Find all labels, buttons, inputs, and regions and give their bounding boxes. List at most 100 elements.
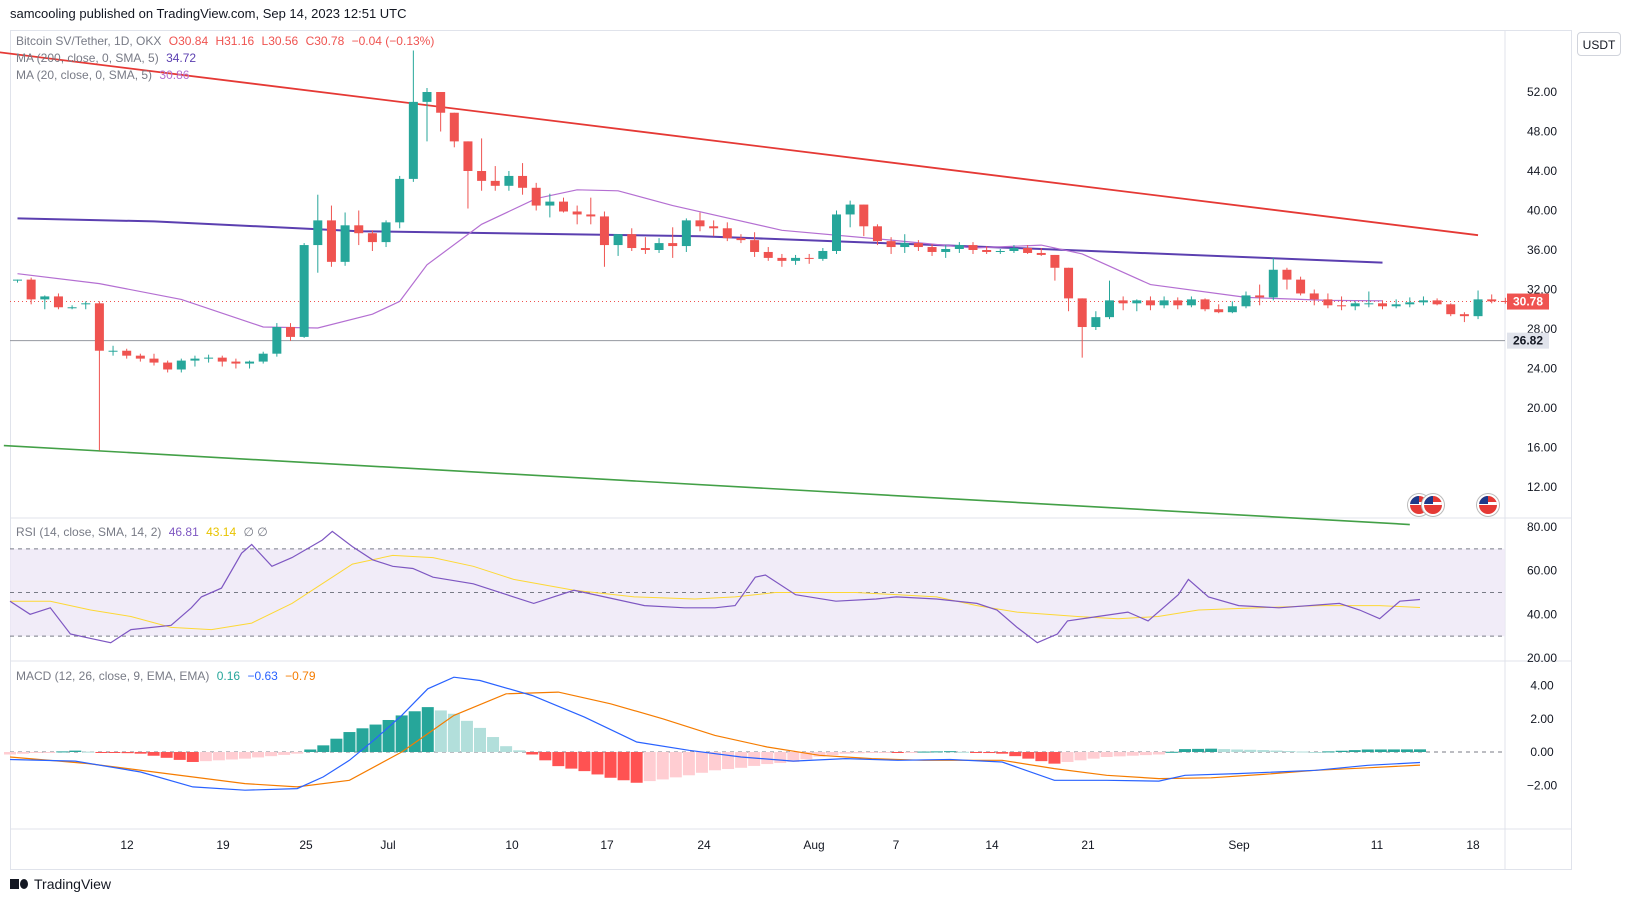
- macd-histogram-bar: [121, 752, 134, 754]
- candle-body: [709, 226, 719, 229]
- tradingview-brand[interactable]: TradingView: [10, 876, 111, 892]
- macd-histogram-bar: [108, 752, 121, 753]
- ma20-value: 30.86: [159, 68, 190, 82]
- us-flag-icon[interactable]: [1422, 494, 1444, 516]
- candle-body: [122, 350, 132, 356]
- macd-histogram-bar: [225, 752, 238, 760]
- candle-body: [845, 204, 855, 215]
- candle-body: [1405, 302, 1415, 305]
- time-tick-label: 17: [600, 838, 614, 852]
- candle-body: [245, 361, 255, 364]
- candle-body: [190, 358, 200, 361]
- macd-histogram-bar: [434, 710, 447, 752]
- macd-histogram-bar: [1048, 752, 1061, 764]
- candle-body: [1391, 304, 1401, 307]
- macd-histogram-bar: [552, 752, 565, 767]
- macd-histogram-bar: [852, 752, 865, 754]
- macd-histogram-bar: [1257, 750, 1270, 752]
- candle-body: [1091, 317, 1101, 328]
- macd-histogram-bar: [252, 752, 265, 758]
- brand-label: TradingView: [34, 876, 112, 892]
- macd-histogram-bar: [1283, 751, 1296, 753]
- last-price-label: 30.78: [1513, 295, 1543, 309]
- candle-body: [613, 234, 623, 246]
- macd-histogram-bar: [1296, 751, 1309, 753]
- macd-line: [9, 676, 1421, 791]
- candle-body: [1309, 293, 1319, 300]
- candle-body: [1296, 279, 1306, 294]
- price-tick-label: 12.00: [1527, 480, 1557, 494]
- candle-body: [572, 211, 582, 215]
- macd-histogram-bar: [330, 738, 343, 752]
- macd-histogram-bar: [774, 752, 787, 764]
- macd-histogram-bar: [69, 750, 82, 752]
- macd-histogram-bar: [186, 752, 199, 762]
- candle-body: [1255, 295, 1265, 298]
- candle-body: [654, 243, 664, 250]
- macd-histogram-bar: [500, 746, 513, 752]
- us-flag-icon[interactable]: [1477, 494, 1499, 516]
- candle-body: [108, 350, 118, 352]
- macd-histogram-bar: [95, 752, 108, 753]
- candle-body: [750, 240, 760, 252]
- macd-histogram-bar: [1387, 749, 1400, 752]
- time-tick-label: 11: [1371, 838, 1384, 852]
- candle-body: [490, 180, 500, 186]
- macd-histogram-bar: [1100, 752, 1113, 757]
- candle-body: [1241, 295, 1251, 307]
- candle-body: [941, 249, 951, 252]
- time-tick-label: 18: [1466, 838, 1480, 852]
- candle-body: [804, 257, 814, 259]
- macd-histogram-bar: [134, 752, 147, 754]
- time-tick-label: 12: [120, 838, 134, 852]
- macd-histogram-bar: [878, 752, 891, 753]
- candle-body: [968, 245, 978, 250]
- candle-body: [995, 250, 1005, 252]
- candle-body: [422, 92, 432, 102]
- macd-histogram-bar: [1113, 752, 1126, 757]
- ma200-value: 34.72: [166, 51, 197, 65]
- candle-body: [286, 327, 295, 337]
- candle-body: [1173, 300, 1183, 306]
- macd-histogram-bar: [1152, 752, 1165, 755]
- candle-body: [1337, 305, 1347, 307]
- last-price-label-bg: [1507, 293, 1549, 310]
- macd-histogram-bar: [526, 752, 539, 755]
- time-tick-label: 14: [985, 838, 999, 852]
- macd-histogram-bar: [382, 719, 395, 752]
- candle-body: [67, 307, 77, 309]
- macd-histogram-bar: [578, 752, 591, 772]
- price-tick-label: 48.00: [1527, 125, 1557, 139]
- tradingview-logo-icon: [10, 877, 28, 891]
- macd-histogram-bar: [709, 752, 721, 771]
- candle-body: [299, 245, 309, 337]
- candle-body: [832, 214, 841, 251]
- candle-body: [408, 101, 418, 179]
- candle-body: [545, 201, 555, 206]
- candle-body: [791, 257, 801, 261]
- currency-unit-button[interactable]: USDT: [1577, 32, 1621, 56]
- candle-body: [1282, 269, 1292, 280]
- macd-histogram-bar: [944, 751, 956, 753]
- macd-histogram-bar: [1022, 752, 1035, 759]
- macd-histogram-bar: [304, 749, 317, 752]
- macd-histogram-bar: [395, 715, 408, 752]
- time-tick-label: 10: [505, 838, 519, 852]
- candle-body: [163, 362, 173, 370]
- candle-body: [1077, 298, 1087, 328]
- macd-histogram-bar: [800, 752, 813, 760]
- macd-histogram-bar: [1348, 750, 1361, 752]
- macd-histogram-bar: [1205, 748, 1218, 752]
- macd-histogram-bar: [761, 752, 774, 765]
- macd-histogram-bar: [539, 752, 552, 761]
- macd-histogram-bar: [643, 752, 656, 782]
- candle-body: [818, 250, 828, 259]
- price-tick-label: 32.00: [1527, 283, 1557, 297]
- candle-body: [1200, 299, 1210, 310]
- candle-body: [586, 214, 596, 217]
- level-price-label-bg: [1507, 332, 1549, 349]
- support-trend-line: [3, 444, 1410, 526]
- candle-body: [217, 357, 227, 362]
- candle-body: [1268, 269, 1278, 298]
